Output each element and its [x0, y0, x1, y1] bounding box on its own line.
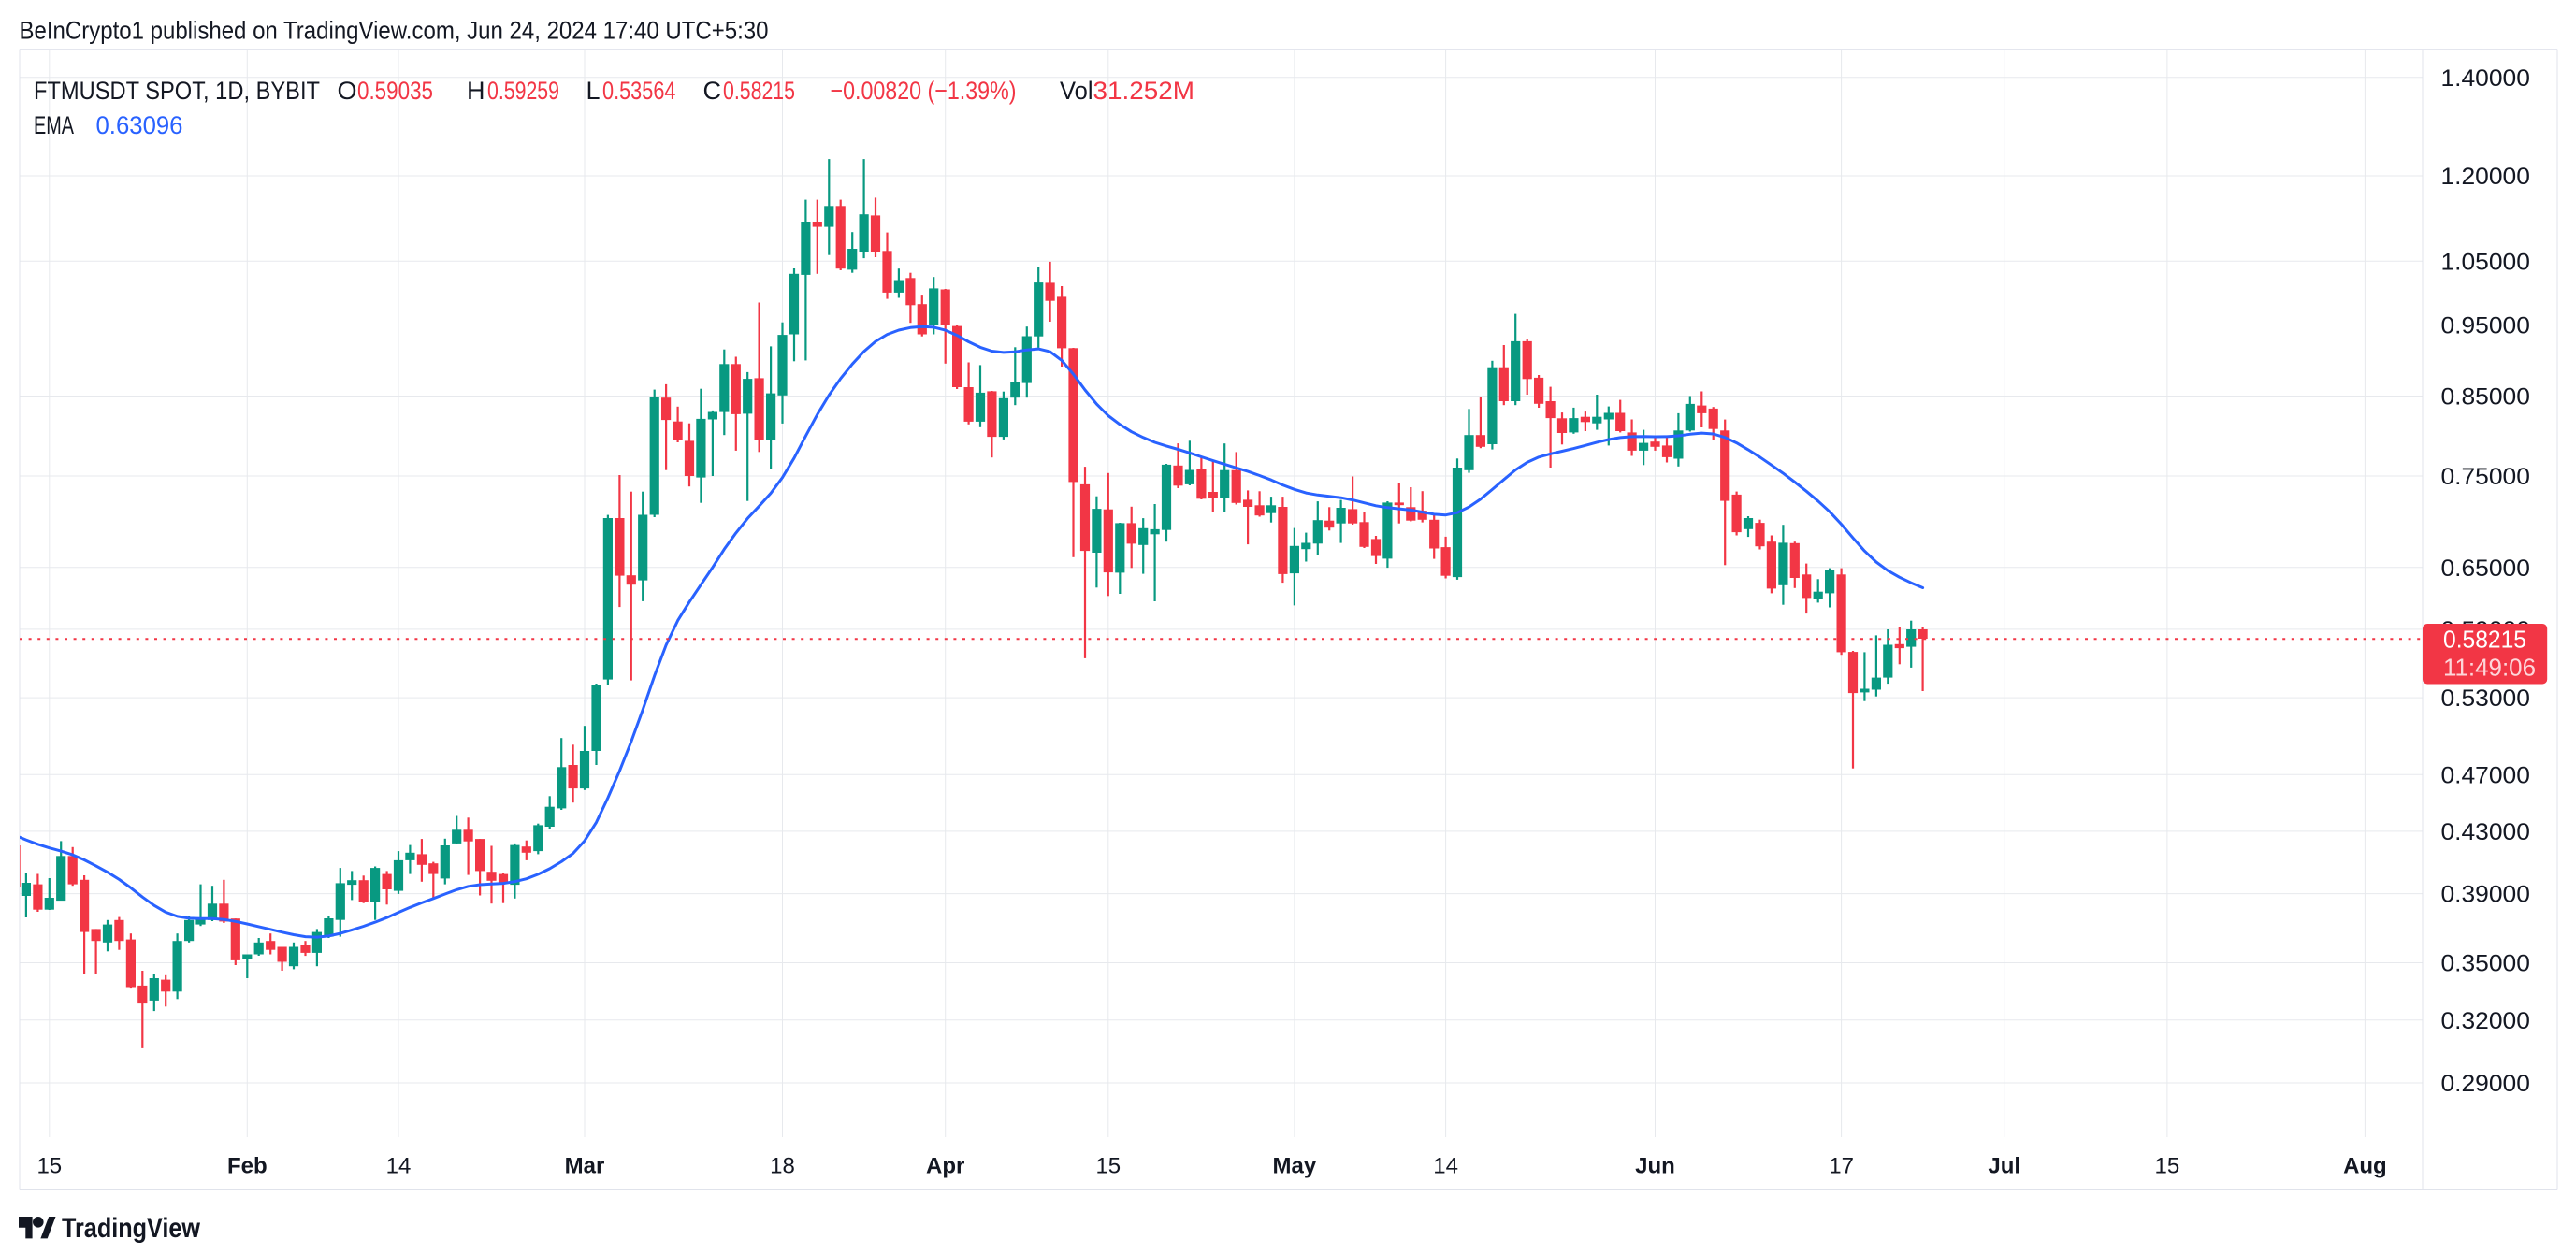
svg-text:0.63096: 0.63096 — [96, 111, 183, 139]
svg-text:0.53000: 0.53000 — [2441, 685, 2530, 712]
svg-text:15: 15 — [2155, 1154, 2180, 1179]
svg-text:Feb: Feb — [227, 1154, 268, 1179]
svg-text:0.65000: 0.65000 — [2441, 555, 2530, 582]
svg-text:0.75000: 0.75000 — [2441, 464, 2530, 490]
svg-text:Aug: Aug — [2343, 1154, 2387, 1179]
svg-text:L: L — [586, 77, 601, 105]
svg-text:0.58215: 0.58215 — [723, 77, 795, 105]
svg-text:31.252M: 31.252M — [1093, 77, 1195, 105]
svg-text:O: O — [338, 77, 357, 105]
svg-text:Apr: Apr — [926, 1154, 964, 1179]
svg-text:TradingView: TradingView — [62, 1213, 201, 1244]
svg-text:BeInCrypto1 published on Tradi: BeInCrypto1 published on TradingView.com… — [20, 17, 769, 45]
svg-text:Mar: Mar — [565, 1154, 605, 1179]
svg-text:0.43000: 0.43000 — [2441, 819, 2530, 845]
svg-text:0.39000: 0.39000 — [2441, 882, 2530, 908]
svg-text:0.58215: 0.58215 — [2443, 626, 2526, 654]
svg-text:0.95000: 0.95000 — [2441, 313, 2530, 339]
svg-text:0.47000: 0.47000 — [2441, 762, 2530, 788]
svg-text:H: H — [467, 77, 485, 105]
svg-text:0.59259: 0.59259 — [487, 77, 559, 105]
svg-text:14: 14 — [1433, 1154, 1458, 1179]
svg-text:0.29000: 0.29000 — [2441, 1071, 2530, 1097]
svg-text:15: 15 — [36, 1154, 62, 1179]
svg-text:18: 18 — [770, 1154, 795, 1179]
svg-text:0.59035: 0.59035 — [357, 77, 433, 105]
svg-text:1.20000: 1.20000 — [2441, 164, 2530, 190]
svg-text:Jun: Jun — [1635, 1154, 1675, 1179]
svg-text:14: 14 — [386, 1154, 412, 1179]
svg-text:11:49:06: 11:49:06 — [2443, 654, 2536, 682]
svg-text:C: C — [703, 77, 722, 105]
svg-text:EMA: EMA — [34, 111, 74, 139]
svg-text:1.40000: 1.40000 — [2441, 65, 2530, 92]
svg-text:FTMUSDT SPOT, 1D, BYBIT: FTMUSDT SPOT, 1D, BYBIT — [34, 77, 320, 105]
svg-text:Vol: Vol — [1060, 77, 1093, 105]
svg-text:Jul: Jul — [1988, 1154, 2020, 1179]
svg-text:0.35000: 0.35000 — [2441, 951, 2530, 977]
svg-text:0.32000: 0.32000 — [2441, 1008, 2530, 1034]
svg-text:15: 15 — [1095, 1154, 1121, 1179]
svg-text:0.53564: 0.53564 — [602, 77, 676, 105]
svg-text:0.85000: 0.85000 — [2441, 384, 2530, 411]
svg-text:−0.00820 (−1.39%): −0.00820 (−1.39%) — [831, 77, 1017, 105]
svg-text:17: 17 — [1829, 1154, 1854, 1179]
svg-text:1.05000: 1.05000 — [2441, 249, 2530, 275]
svg-text:May: May — [1273, 1154, 1317, 1179]
